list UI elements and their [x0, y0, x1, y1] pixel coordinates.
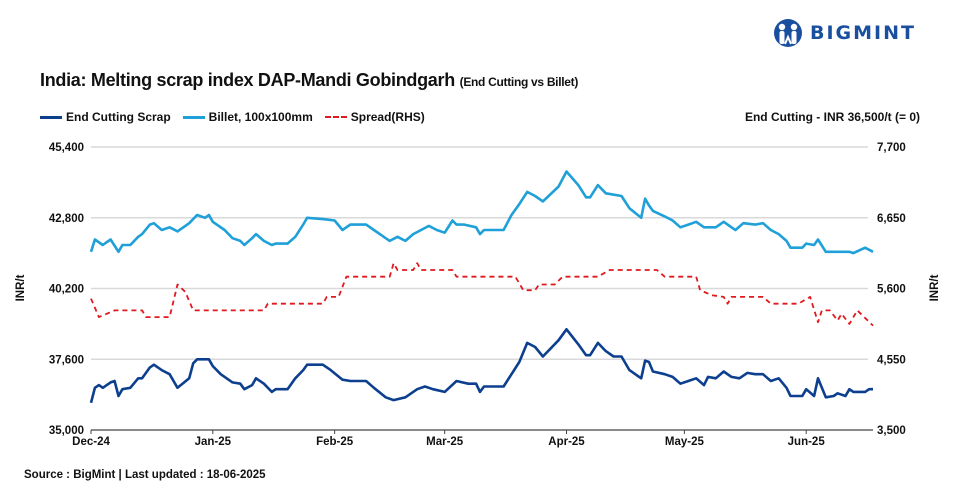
legend-item-spread: Spread(RHS): [324, 110, 425, 124]
y-tick-label-right: 4,550: [877, 354, 906, 366]
title-main: India: Melting scrap index DAP-Mandi Gob…: [40, 70, 455, 90]
y-tick-label-right: 7,700: [877, 142, 906, 154]
brand-name: BIGMINT: [810, 22, 916, 44]
y-tick-label-left: 37,600: [49, 354, 84, 366]
y-tick-label-left: 40,200: [49, 284, 84, 296]
series-line-spread: [90, 262, 874, 327]
legend-swatch-spread: [324, 116, 347, 118]
y-tick-label-right: 3,500: [877, 425, 906, 437]
title-sub: (End Cutting vs Billet): [459, 75, 579, 89]
legend-swatch-scrap: [40, 115, 62, 119]
source-note: Source : BigMint | Last updated : 18-06-…: [24, 469, 266, 481]
bigmint-people-icon: [774, 19, 802, 47]
x-tick-label: May-25: [665, 436, 705, 448]
legend-label: Billet, 100x100mm: [208, 110, 313, 124]
series-line-billet: [89, 170, 874, 255]
series-line-end-cutting-scrap: [89, 327, 873, 404]
y-tick-label-left: 42,800: [49, 213, 84, 225]
x-tick-label: Mar-25: [426, 436, 464, 448]
legend-swatch-billet: [182, 115, 205, 119]
chart-title: India: Melting scrap index DAP-Mandi Gob…: [40, 70, 578, 91]
x-tick-label: Apr-25: [548, 436, 585, 448]
x-tick-label: Jun-25: [788, 436, 826, 448]
y-tick-label-left: 45,400: [49, 142, 84, 154]
baseline-note: End Cutting - INR 36,500/t (= 0): [744, 110, 920, 124]
x-tick-label: Feb-25: [316, 436, 354, 448]
legend-item-billet: Billet, 100x100mm: [182, 110, 313, 124]
y-tick-label-left: 35,000: [49, 425, 84, 437]
legend: End Cutting Scrap Billet, 100x100mm Spre…: [40, 110, 437, 124]
y-axis-title-left: INR/t: [15, 274, 27, 301]
bigmint-logo: BIGMINT: [772, 18, 916, 48]
y-axis-title-right: INR/t: [929, 274, 941, 301]
x-tick-label: Dec-24: [72, 436, 110, 448]
y-tick-label-right: 6,650: [877, 213, 906, 225]
x-tick-label: Jan-25: [195, 436, 232, 448]
legend-label: Spread(RHS): [350, 110, 425, 124]
legend-label: End Cutting Scrap: [66, 110, 171, 124]
legend-item-scrap: End Cutting Scrap: [40, 110, 171, 124]
y-tick-label-right: 5,600: [877, 284, 906, 296]
